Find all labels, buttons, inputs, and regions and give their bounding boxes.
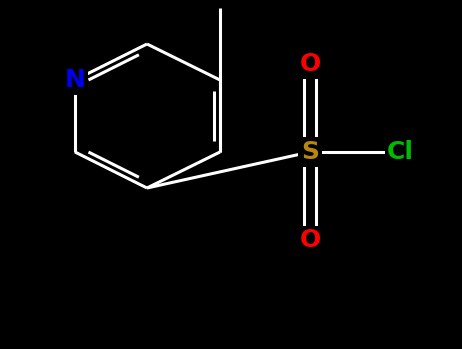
- Text: Cl: Cl: [387, 140, 413, 164]
- Text: S: S: [301, 140, 319, 164]
- Text: O: O: [299, 228, 321, 252]
- Text: O: O: [299, 52, 321, 76]
- Text: N: N: [65, 68, 85, 92]
